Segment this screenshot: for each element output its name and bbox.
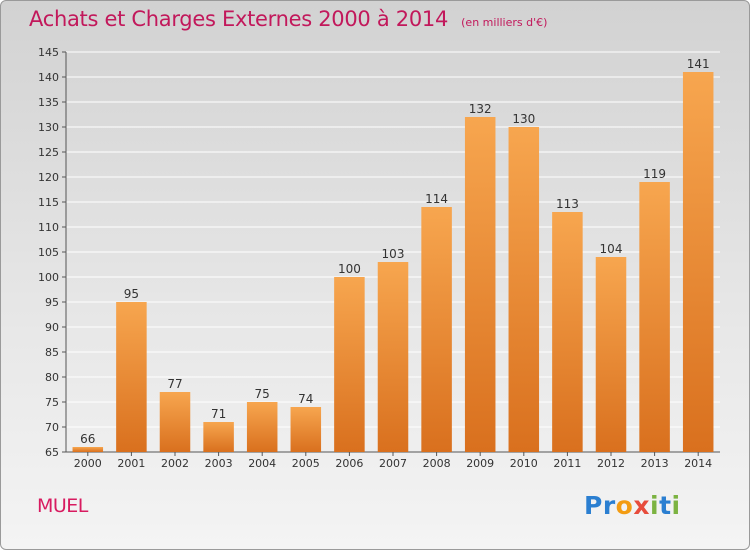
bar-value-label: 132 <box>469 102 492 116</box>
x-tick-label: 2009 <box>466 457 494 470</box>
commune-label: MUEL <box>37 495 88 517</box>
bar-value-label: 141 <box>687 57 710 71</box>
y-tick-label: 80 <box>45 371 59 384</box>
bar <box>334 277 365 452</box>
bar <box>682 72 714 452</box>
y-tick-label: 140 <box>38 71 59 84</box>
bar-value-label: 113 <box>556 197 579 211</box>
x-tick-label: 2000 <box>74 457 102 470</box>
x-tick-label: 2013 <box>641 457 669 470</box>
bar-value-label: 104 <box>600 242 623 256</box>
y-tick-label: 115 <box>38 196 59 209</box>
y-tick-label: 95 <box>45 296 59 309</box>
x-tick-label: 2002 <box>161 457 189 470</box>
bar-value-label: 119 <box>643 167 666 181</box>
bar <box>552 212 583 452</box>
proxiti-logo: Proxiti <box>584 491 681 520</box>
bar-value-label: 77 <box>167 377 182 391</box>
bar <box>421 207 452 452</box>
bar-value-label: 130 <box>512 112 535 126</box>
bar-value-label: 95 <box>124 287 139 301</box>
x-tick-label: 2003 <box>205 457 233 470</box>
y-tick-label: 125 <box>38 146 59 159</box>
chart-subtitle: (en milliers d'€) <box>461 16 548 29</box>
logo-letter: i <box>650 491 660 520</box>
bar <box>595 257 627 452</box>
logo-letter: P <box>584 491 603 520</box>
bar <box>246 402 278 452</box>
bar-value-label: 100 <box>338 262 361 276</box>
bar <box>290 407 322 452</box>
y-tick-label: 70 <box>45 421 59 434</box>
x-tick-label: 2010 <box>510 457 538 470</box>
logo-letter: o <box>615 491 634 520</box>
bar <box>203 422 234 452</box>
bar-value-label: 71 <box>211 407 226 421</box>
y-tick-label: 90 <box>45 321 59 334</box>
x-tick-label: 2012 <box>597 457 625 470</box>
bar <box>72 447 104 452</box>
y-tick-label: 120 <box>38 171 59 184</box>
x-tick-label: 2006 <box>335 457 363 470</box>
bar-value-label: 66 <box>80 432 95 446</box>
bar-value-label: 75 <box>255 387 270 401</box>
x-tick-label: 2004 <box>248 457 276 470</box>
y-tick-label: 75 <box>45 396 59 409</box>
bar <box>377 262 409 452</box>
bar-value-label: 114 <box>425 192 448 206</box>
x-tick-label: 2007 <box>379 457 407 470</box>
y-tick-label: 145 <box>38 46 59 59</box>
bar <box>639 182 670 452</box>
x-tick-label: 2005 <box>292 457 320 470</box>
y-tick-label: 65 <box>45 446 59 459</box>
y-tick-label: 100 <box>38 271 59 284</box>
logo-letter: r <box>602 491 616 520</box>
bar <box>116 302 147 452</box>
x-tick-label: 2014 <box>684 457 712 470</box>
logo-letter: i <box>671 491 681 520</box>
y-tick-label: 105 <box>38 246 59 259</box>
y-tick-label: 135 <box>38 96 59 109</box>
chart-header: Achats et Charges Externes 2000 à 2014 (… <box>29 7 547 31</box>
x-tick-label: 2011 <box>553 457 581 470</box>
logo-letter: t <box>659 491 672 520</box>
x-tick-label: 2008 <box>423 457 451 470</box>
y-tick-label: 110 <box>38 221 59 234</box>
bar <box>508 127 540 452</box>
bar-value-label: 74 <box>298 392 313 406</box>
y-tick-label: 130 <box>38 121 59 134</box>
bar-value-label: 103 <box>382 247 405 261</box>
bar <box>464 117 496 452</box>
y-tick-label: 85 <box>45 346 59 359</box>
bar <box>159 392 191 452</box>
x-tick-label: 2001 <box>117 457 145 470</box>
logo-letter: x <box>633 491 650 520</box>
chart-title: Achats et Charges Externes 2000 à 2014 <box>29 7 449 31</box>
